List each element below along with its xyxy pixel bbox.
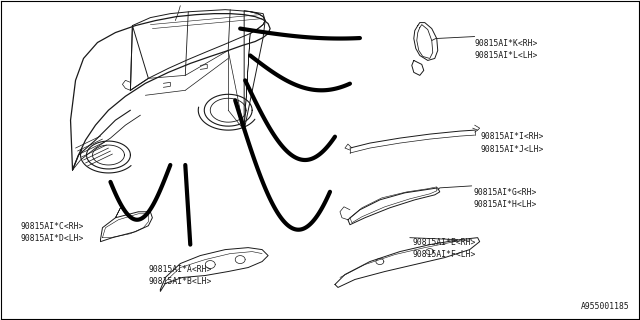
Text: 90815AI*K<RH>
90815AI*L<LH>: 90815AI*K<RH> 90815AI*L<LH> [475, 38, 538, 60]
Text: 90815AI*C<RH>
90815AI*D<LH>: 90815AI*C<RH> 90815AI*D<LH> [20, 222, 84, 243]
Text: 90815AI*E<RH>
90815AI*F<LH>: 90815AI*E<RH> 90815AI*F<LH> [413, 238, 476, 259]
Text: 90815AI*I<RH>
90815AI*J<LH>: 90815AI*I<RH> 90815AI*J<LH> [481, 132, 544, 154]
Text: A955001185: A955001185 [580, 302, 629, 311]
Text: 90815AI*A<RH>
90815AI*B<LH>: 90815AI*A<RH> 90815AI*B<LH> [148, 265, 212, 286]
Text: 90815AI*G<RH>
90815AI*H<LH>: 90815AI*G<RH> 90815AI*H<LH> [474, 188, 537, 209]
